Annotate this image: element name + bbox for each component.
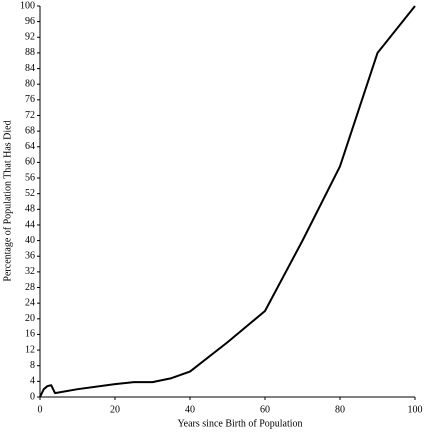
y-tick-label: 32 (25, 266, 35, 277)
x-tick-label: 60 (260, 404, 270, 415)
y-tick-label: 72 (25, 110, 35, 121)
y-tick-label: 24 (25, 297, 35, 308)
y-tick-label: 4 (30, 376, 35, 387)
x-tick-label: 80 (335, 404, 345, 415)
y-tick-label: 12 (25, 344, 35, 355)
y-tick-label: 64 (25, 141, 35, 152)
x-tick-label: 20 (110, 404, 120, 415)
y-tick-label: 40 (25, 235, 35, 246)
y-tick-label: 20 (25, 313, 35, 324)
y-tick-label: 16 (25, 329, 35, 340)
x-tick-label: 0 (38, 404, 43, 415)
y-tick-label: 36 (25, 251, 35, 262)
y-tick-label: 56 (25, 172, 35, 183)
y-tick-label: 52 (25, 188, 35, 199)
y-tick-label: 28 (25, 282, 35, 293)
y-tick-label: 48 (25, 204, 35, 215)
y-tick-label: 96 (25, 16, 35, 27)
y-tick-label: 44 (25, 219, 35, 230)
y-tick-label: 0 (30, 391, 35, 402)
y-axis-label: Percentage of Population That Has Died (2, 120, 13, 281)
x-tick-label: 40 (185, 404, 195, 415)
y-tick-label: 100 (20, 0, 35, 11)
y-tick-label: 76 (25, 94, 35, 105)
y-tick-label: 80 (25, 78, 35, 89)
y-tick-label: 8 (30, 360, 35, 371)
y-tick-label: 84 (25, 63, 35, 74)
y-tick-label: 88 (25, 47, 35, 58)
data-line (39, 5, 416, 398)
x-tick-label: 100 (408, 404, 423, 415)
y-tick-label: 68 (25, 125, 35, 136)
x-axis-label: Years since Birth of Population (177, 418, 302, 429)
y-tick-label: 60 (25, 157, 35, 168)
y-tick-label: 92 (25, 32, 35, 43)
